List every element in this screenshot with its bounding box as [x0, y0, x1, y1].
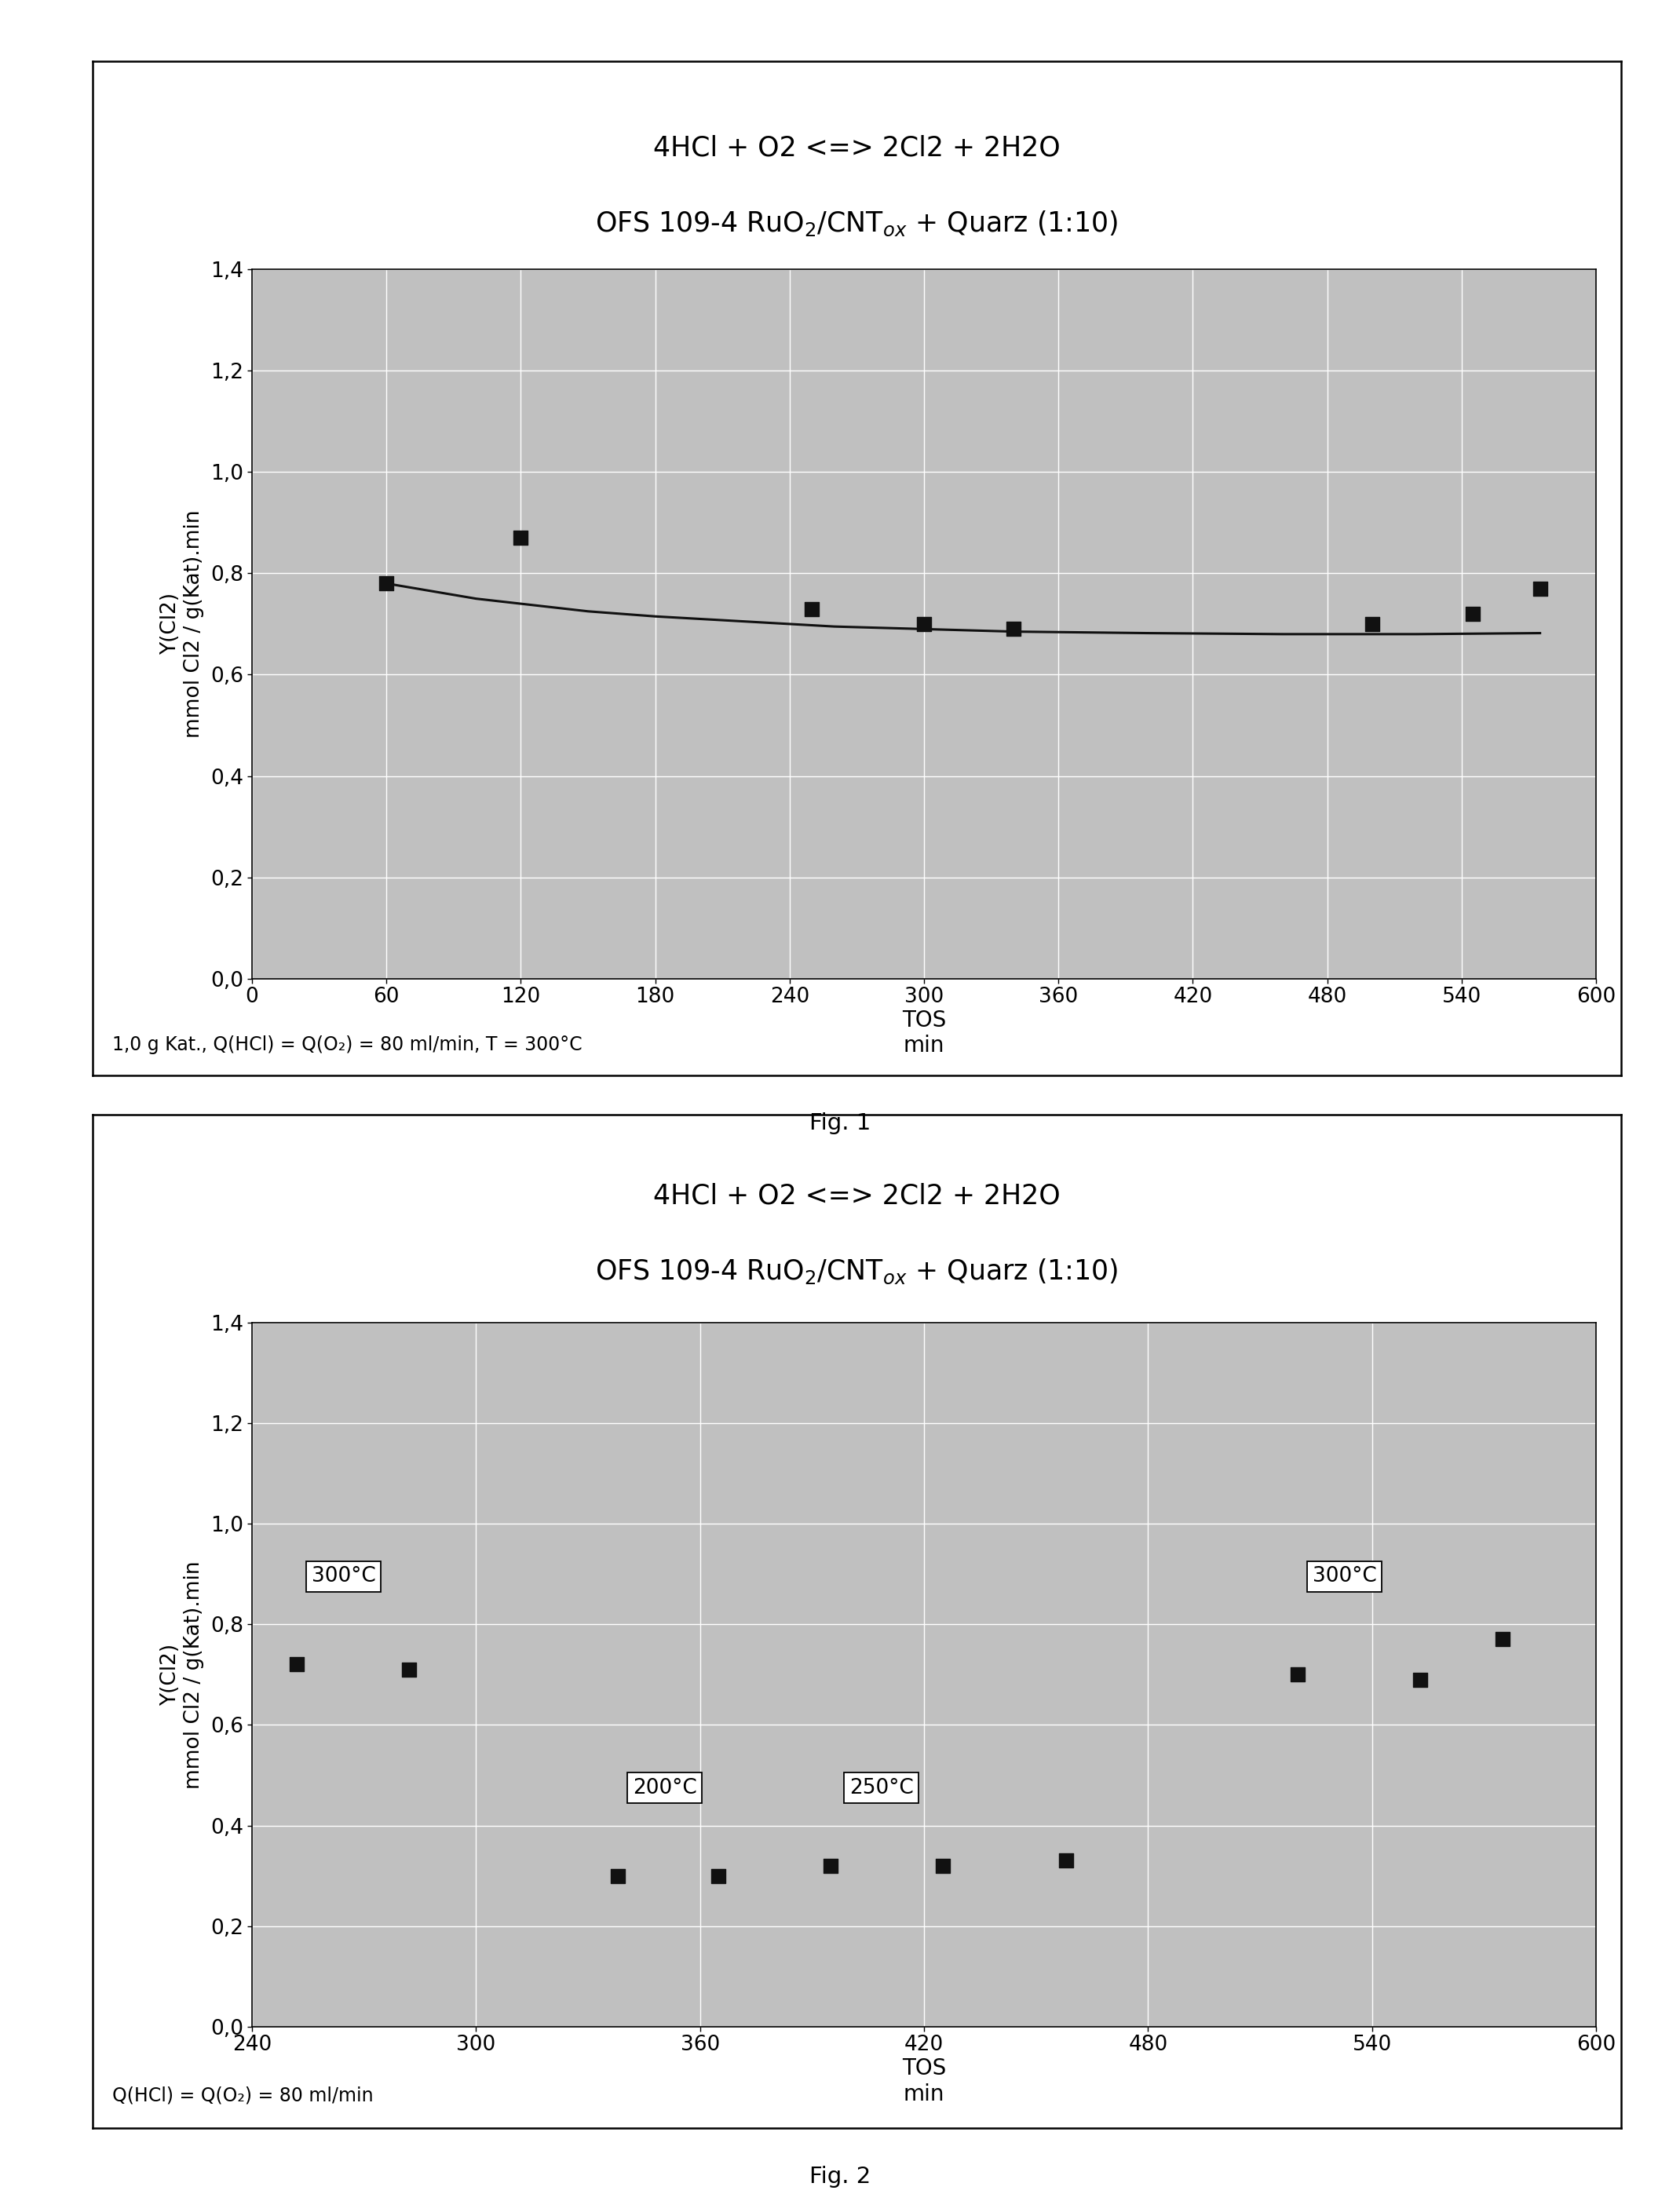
Text: 250°C: 250°C	[850, 1777, 914, 1799]
Text: OFS 109-4 RuO$_2$/CNT$_{ox}$ + Quarz (1:10): OFS 109-4 RuO$_2$/CNT$_{ox}$ + Quarz (1:…	[595, 208, 1119, 237]
Point	[1284, 1656, 1310, 1692]
Text: 1,0 g Kat., Q(HCl) = Q(O₂) = 80 ml/min, T = 300°C: 1,0 g Kat., Q(HCl) = Q(O₂) = 80 ml/min, …	[113, 1036, 583, 1053]
Point	[1527, 570, 1554, 606]
X-axis label: TOS
min: TOS min	[902, 2058, 946, 2104]
Text: 300°C: 300°C	[312, 1567, 376, 1586]
Text: Fig. 1: Fig. 1	[810, 1112, 870, 1134]
Point	[1460, 597, 1487, 632]
Point	[395, 1652, 422, 1687]
Text: Fig. 2: Fig. 2	[810, 2165, 870, 2187]
Point	[507, 520, 534, 555]
Text: 4HCl + O2 <=> 2Cl2 + 2H2O: 4HCl + O2 <=> 2Cl2 + 2H2O	[654, 1183, 1060, 1209]
X-axis label: TOS
min: TOS min	[902, 1009, 946, 1058]
Text: OFS 109-4 RuO$_2$/CNT$_{ox}$ + Quarz (1:10): OFS 109-4 RuO$_2$/CNT$_{ox}$ + Quarz (1:…	[595, 1257, 1119, 1286]
Text: Q(HCl) = Q(O₂) = 80 ml/min: Q(HCl) = Q(O₂) = 80 ml/min	[113, 2086, 373, 2106]
Point	[1000, 612, 1026, 647]
Text: 4HCl + O2 <=> 2Cl2 + 2H2O: 4HCl + O2 <=> 2Cl2 + 2H2O	[654, 134, 1060, 160]
Y-axis label: Y(Cl2)
mmol Cl2 / g(Kat).min: Y(Cl2) mmol Cl2 / g(Kat).min	[160, 1560, 205, 1788]
Point	[284, 1648, 311, 1683]
Point	[1052, 1843, 1079, 1878]
Text: 300°C: 300°C	[1312, 1567, 1376, 1586]
Point	[1359, 606, 1386, 641]
Point	[816, 1847, 843, 1882]
Point	[1408, 1663, 1435, 1698]
Text: 200°C: 200°C	[633, 1777, 697, 1799]
Point	[929, 1847, 956, 1882]
Point	[605, 1858, 632, 1893]
Point	[706, 1858, 732, 1893]
Point	[373, 566, 400, 601]
Point	[1488, 1621, 1515, 1656]
Point	[798, 590, 825, 625]
Y-axis label: Y(Cl2)
mmol Cl2 / g(Kat).min: Y(Cl2) mmol Cl2 / g(Kat).min	[160, 509, 205, 737]
Point	[911, 606, 937, 641]
